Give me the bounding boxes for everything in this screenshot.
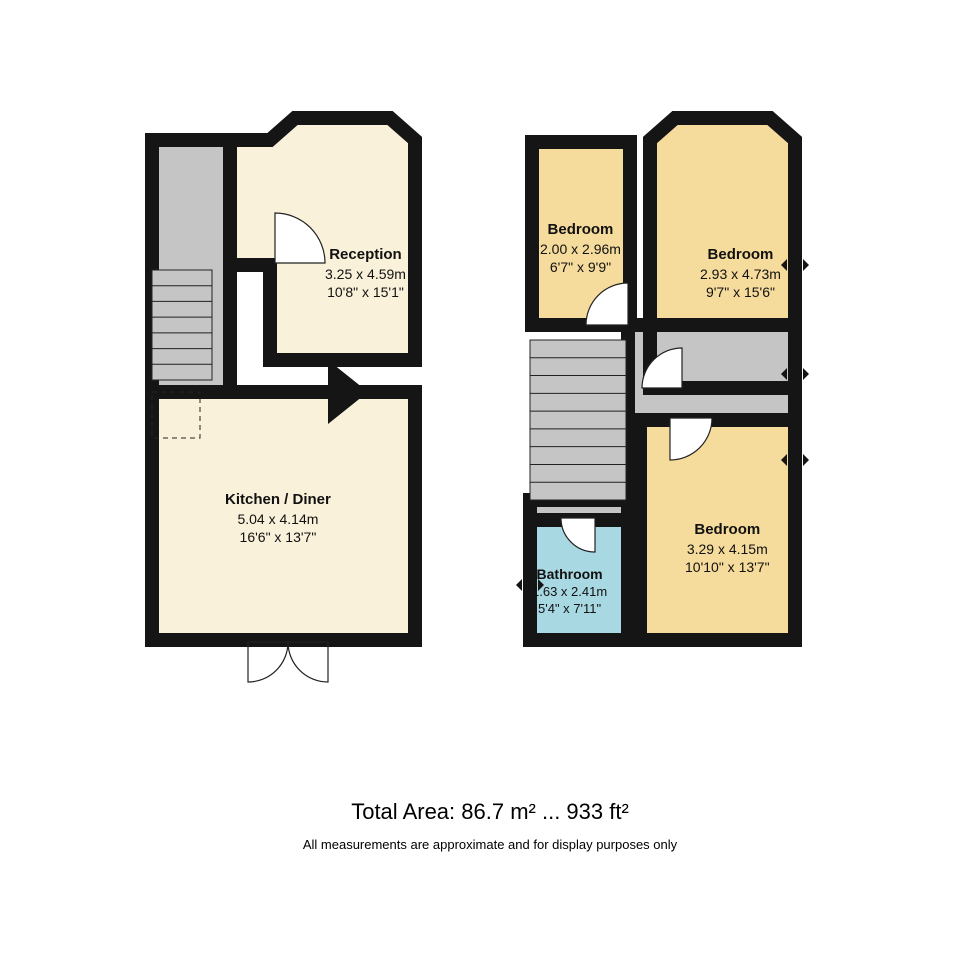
floorplan-svg — [0, 0, 980, 980]
label-reception: Reception 3.25 x 4.59m 10'8" x 15'1" — [325, 245, 406, 301]
label-bath: Bathroom 1.63 x 2.41m 5'4" x 7'11" — [532, 565, 607, 618]
disclaimer: All measurements are approximate and for… — [0, 837, 980, 852]
label-kitchen: Kitchen / Diner 5.04 x 4.14m 16'6" x 13'… — [225, 490, 331, 546]
total-area: Total Area: 86.7 m² ... 933 ft² — [0, 799, 980, 825]
label-bed3: Bedroom 3.29 x 4.15m 10'10" x 13'7" — [685, 520, 770, 576]
label-bed1: Bedroom 2.93 x 4.73m 9'7" x 15'6" — [700, 245, 781, 301]
label-bed2: Bedroom 2.00 x 2.96m 6'7" x 9'9" — [540, 220, 621, 276]
floorplan-stage: Reception 3.25 x 4.59m 10'8" x 15'1" Kit… — [0, 0, 980, 980]
